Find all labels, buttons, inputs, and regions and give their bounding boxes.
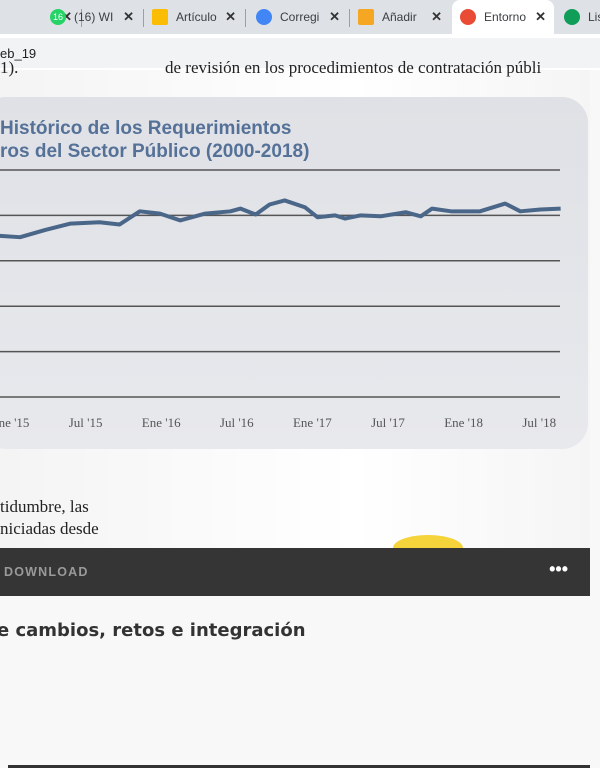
tab-label: Entorno — [484, 10, 527, 24]
x-tick-label: Jul '16 — [220, 415, 254, 430]
document-title: e cambios, retos e integración — [0, 620, 306, 641]
more-options-icon[interactable]: ••• — [549, 559, 568, 579]
google-docs-icon — [256, 9, 272, 25]
doc-text-top-right: de revisión en los procedimientos de con… — [165, 58, 542, 77]
tab-plugin[interactable]: Añadir ✕ — [350, 0, 450, 34]
x-tick-label: Ene '16 — [142, 415, 181, 430]
x-tick-label: ne '15 — [0, 415, 29, 430]
close-tab-icon[interactable]: ✕ — [123, 9, 134, 24]
tab-google-docs[interactable]: Corregi ✕ — [248, 0, 348, 34]
bottom-scrollbar[interactable] — [8, 765, 590, 768]
chart-card — [0, 97, 588, 449]
x-tick-label: Jul '15 — [69, 415, 103, 430]
tab-label: (16) WI — [74, 10, 114, 24]
doc-text-top-left: 1). — [0, 58, 19, 77]
address-bar[interactable]: eb_19 — [0, 38, 600, 68]
line-chart: ne '15 Jul '15 Ene '16 Jul '16 Ene '17 Jul '1… — [0, 169, 561, 430]
address-bar-area: eb_19 — [0, 34, 600, 70]
viewer-toolbar: DOWNLOAD ••• — [0, 548, 590, 596]
doc-paragraph-line: tidumbre, las — [0, 497, 89, 516]
tab-linkedin[interactable]: in✕ — [0, 0, 80, 34]
tab-google-sheets[interactable]: Lis — [556, 0, 600, 34]
tab-separator — [349, 9, 350, 27]
whatsapp-icon: 16 — [50, 9, 66, 25]
tab-separator — [81, 9, 82, 27]
tab-label: Artículo — [176, 10, 217, 24]
x-tick-label: Ene '17 — [293, 415, 332, 430]
tab-google-drive[interactable]: Artículo ✕ — [144, 0, 244, 34]
series-line — [0, 198, 561, 240]
close-tab-icon[interactable]: ✕ — [431, 9, 442, 24]
tab-bar: in✕16(16) WI✕Artículo✕Corregi✕Añadir✕Ent… — [0, 0, 600, 34]
tab-label: Corregi — [280, 10, 320, 24]
close-tab-icon[interactable]: ✕ — [61, 9, 72, 24]
close-tab-icon[interactable]: ✕ — [535, 9, 546, 24]
tab-label: Añadir — [382, 10, 417, 24]
x-tick-label: Ene '18 — [444, 415, 483, 430]
tab-whatsapp[interactable]: 16 (16) WI ✕ — [42, 0, 142, 34]
tab-separator — [143, 9, 144, 27]
doc-paragraph-line: niciadas desde — [0, 519, 99, 538]
tab-target[interactable]: Entorno ✕ — [452, 0, 554, 34]
x-tick-label: Jul '17 — [371, 415, 405, 430]
close-tab-icon[interactable]: ✕ — [225, 9, 236, 24]
chart-title: Histórico de los Requerimientos — [0, 118, 292, 139]
tab-label: Lis — [588, 10, 600, 24]
google-drive-icon — [152, 9, 168, 25]
plugin-icon — [358, 9, 374, 25]
tab-separator — [245, 9, 246, 27]
x-tick-label: Jul '18 — [522, 415, 556, 430]
chart-subtitle: ros del Sector Público (2000-2018) — [0, 141, 310, 162]
close-tab-icon[interactable]: ✕ — [329, 9, 340, 24]
download-button[interactable]: DOWNLOAD — [4, 565, 89, 579]
target-icon — [460, 9, 476, 25]
google-sheets-icon — [564, 9, 580, 25]
